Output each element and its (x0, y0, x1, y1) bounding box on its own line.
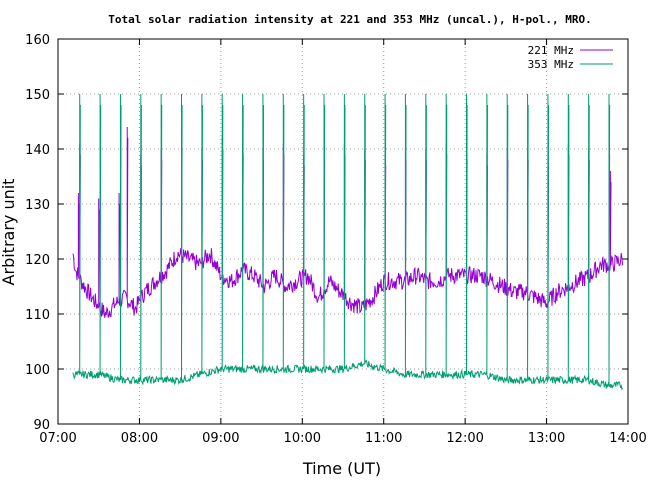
x-tick-label: 10:00 (284, 431, 321, 446)
x-tick-label: 07:00 (39, 431, 76, 446)
legend: 221 MHz 353 MHz (528, 44, 613, 71)
legend-label-221: 221 MHz (528, 44, 574, 57)
y-tick-label: 110 (25, 308, 50, 323)
y-tick-label: 100 (25, 363, 50, 378)
x-tick-label: 12:00 (446, 431, 483, 446)
chart-title: Total solar radiation intensity at 221 a… (108, 13, 591, 26)
grid (58, 39, 628, 424)
y-tick-label: 140 (25, 143, 50, 158)
series-group (72, 93, 624, 391)
series-1 (72, 93, 624, 391)
y-tick-label: 120 (25, 253, 50, 268)
y-tick-label: 130 (25, 198, 50, 213)
y-tick-label: 90 (33, 418, 50, 433)
y-tick-label: 150 (25, 88, 50, 103)
x-tick-label: 11:00 (365, 431, 402, 446)
x-axis-ticks: 07:00 08:00 09:00 10:00 11:00 12:00 13:00 14:00 (39, 39, 647, 446)
x-tick-label: 09:00 (202, 431, 239, 446)
legend-label-353: 353 MHz (528, 58, 574, 71)
x-tick-label: 13:00 (528, 431, 565, 446)
x-tick-label: 08:00 (121, 431, 158, 446)
series-line-0 (72, 126, 624, 318)
plot-frame (57, 38, 629, 425)
y-axis-label: Arbitrary unit (0, 179, 18, 286)
y-axis-ticks: 90 100 110 120 130 140 150 160 (25, 33, 628, 433)
series-line-1 (72, 93, 624, 391)
x-axis-label: Time (UT) (302, 459, 381, 478)
x-tick-label: 14:00 (609, 431, 646, 446)
series-0 (72, 126, 624, 318)
y-tick-label: 160 (25, 33, 50, 48)
